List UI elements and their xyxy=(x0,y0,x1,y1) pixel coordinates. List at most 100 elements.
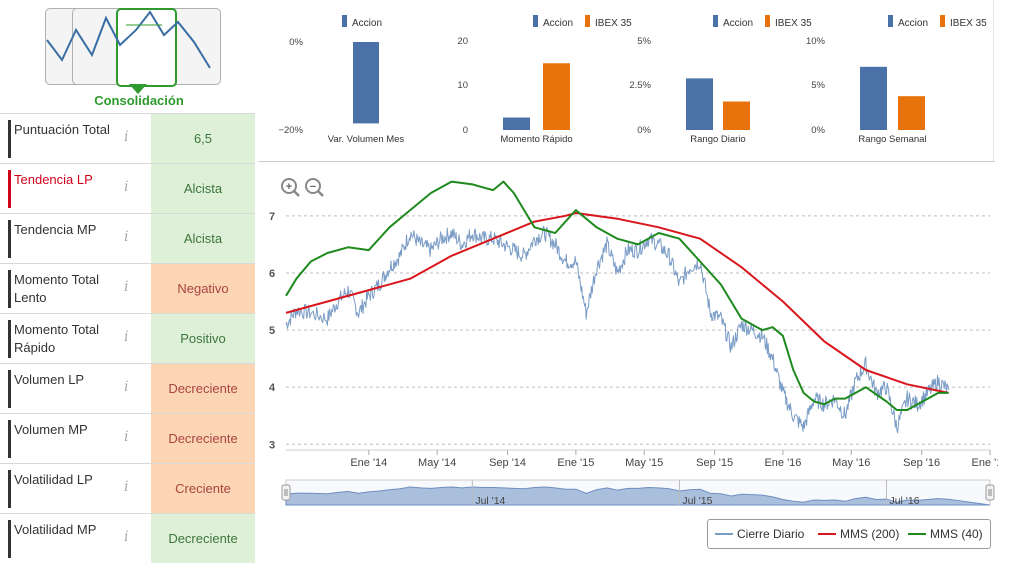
pattern-label: Consolidación xyxy=(94,93,184,108)
pattern-selector: Consolidación xyxy=(0,0,255,112)
info-icon[interactable]: i xyxy=(124,479,129,495)
y-tick-label: 0% xyxy=(289,37,303,48)
y-tick-label: 0% xyxy=(637,125,651,136)
mini-chart-2: Accion IBEX 35 20 10 0 Momento Rápido xyxy=(457,15,632,145)
metric-label: Momento Total Lento xyxy=(14,272,100,305)
navigator-handle-box xyxy=(985,484,995,501)
zoom-out-button[interactable]: − xyxy=(305,178,324,197)
info-icon[interactable]: i xyxy=(124,379,129,395)
metric-value: Decreciente xyxy=(151,414,255,463)
metric-row: Tendencia LP i Alcista xyxy=(0,163,255,213)
bar[interactable] xyxy=(353,42,379,124)
navigator-label: Jul '16 xyxy=(889,495,919,507)
zoom-out-glyph: − xyxy=(310,181,316,193)
y-tick-label: 3 xyxy=(269,439,275,451)
metric-marker xyxy=(8,520,11,558)
info-icon[interactable]: i xyxy=(124,129,129,145)
x-tick-label: May '14 xyxy=(418,457,456,469)
metric-row: Volatilidad LP i Creciente xyxy=(0,463,255,513)
series-line[interactable] xyxy=(285,225,950,434)
metric-row: Puntuación Total i 6,5 xyxy=(0,113,255,163)
info-icon[interactable]: i xyxy=(124,429,129,445)
zoom-out-icon xyxy=(305,178,321,194)
pattern-line-icon xyxy=(46,10,211,94)
navigator-label: Jul '14 xyxy=(475,495,505,507)
bar[interactable] xyxy=(503,117,530,130)
info-icon[interactable]: i xyxy=(124,229,129,245)
mini-chart-title: Rango Diario xyxy=(690,134,745,145)
bar[interactable] xyxy=(723,101,750,130)
metric-marker xyxy=(8,170,11,208)
metric-value: Negativo xyxy=(151,264,255,313)
series-line[interactable] xyxy=(285,180,949,411)
legend-swatch xyxy=(713,15,718,27)
x-tick-label: May '15 xyxy=(625,457,663,469)
metric-label: Tendencia MP xyxy=(14,222,97,237)
bar[interactable] xyxy=(686,78,713,130)
metric-marker xyxy=(8,420,11,458)
metric-label: Volumen LP xyxy=(14,372,85,387)
legend-swatch xyxy=(585,15,590,27)
zoom-in-button[interactable]: + xyxy=(281,178,300,197)
navigator-handle[interactable] xyxy=(985,484,995,501)
zoom-out-handle xyxy=(317,190,324,197)
legend-item[interactable]: MMS (200) xyxy=(818,527,899,541)
metric-value: Positivo xyxy=(151,314,255,363)
info-icon[interactable]: i xyxy=(124,279,129,295)
pattern-option-selected[interactable] xyxy=(116,8,177,87)
legend-item[interactable]: MMS (40) xyxy=(908,527,983,541)
legend-swatch xyxy=(888,15,893,27)
metric-value: Decreciente xyxy=(151,514,255,563)
y-tick-label: 4 xyxy=(269,382,276,394)
metric-value: Decreciente xyxy=(151,364,255,413)
divider xyxy=(993,0,994,162)
metric-value: Alcista xyxy=(151,164,255,213)
mini-chart-4: Accion IBEX 35 10% 5% 0% Rango Semanal xyxy=(806,15,987,145)
legend-swatch xyxy=(342,15,347,27)
legend-label: Accion xyxy=(898,18,928,29)
metric-marker xyxy=(8,220,11,258)
y-tick-label: 20 xyxy=(457,36,468,47)
info-icon[interactable]: i xyxy=(124,179,129,195)
legend-label: Accion xyxy=(543,18,573,29)
bar[interactable] xyxy=(898,96,925,130)
price-chart[interactable]: + − 7 6 5 4 3 Ene '14 May '14 Sep '14 Ene '15 May '… xyxy=(258,165,1008,560)
x-tick-label: Ene '15 xyxy=(557,457,594,469)
navigator-handle[interactable] xyxy=(281,484,291,501)
series-line[interactable] xyxy=(285,212,949,394)
x-tick-label: Sep '15 xyxy=(696,457,733,469)
metric-label: Volumen MP xyxy=(14,422,88,437)
info-icon[interactable]: i xyxy=(124,329,129,345)
y-tick-label: 5% xyxy=(637,36,651,47)
legend-label: Accion xyxy=(723,18,753,29)
chart-legend: Cierre Diario MMS (200) MMS (40) xyxy=(707,519,991,549)
zoom-in-icon xyxy=(281,178,297,194)
navigator-handle-box xyxy=(281,484,291,501)
legend-item[interactable]: Cierre Diario xyxy=(715,527,805,541)
bar[interactable] xyxy=(543,63,570,130)
mini-chart-3: Accion IBEX 35 5% 2.5% 0% Rango Diario xyxy=(629,15,812,145)
zoom-in-handle xyxy=(293,190,300,197)
pattern-pointer-icon xyxy=(129,84,147,94)
legend-text: Cierre Diario xyxy=(737,527,805,541)
metric-marker xyxy=(8,470,11,508)
x-tick-label: Sep '14 xyxy=(489,457,526,469)
price-chart-svg: + − 7 6 5 4 3 Ene '14 May '14 Sep '14 Ene '15 May '… xyxy=(269,178,1008,507)
y-tick-label: 10 xyxy=(457,80,468,91)
bar[interactable] xyxy=(860,66,887,130)
info-icon[interactable]: i xyxy=(124,529,129,545)
legend-label: IBEX 35 xyxy=(950,18,987,29)
metric-label: Puntuación Total xyxy=(14,122,110,137)
legend-swatch xyxy=(533,15,538,27)
legend-label: IBEX 35 xyxy=(775,18,812,29)
metric-row: Volatilidad MP i Decreciente xyxy=(0,513,255,563)
legend-swatch xyxy=(940,15,945,27)
metric-row: Volumen LP i Decreciente xyxy=(0,363,255,413)
x-tick-label: May '16 xyxy=(832,457,870,469)
legend-swatch xyxy=(765,15,770,27)
navigator-label: Jul '15 xyxy=(682,495,712,507)
legend-label: IBEX 35 xyxy=(595,18,632,29)
metric-marker xyxy=(8,270,11,308)
y-tick-label: 0% xyxy=(811,125,825,136)
zoom-in-glyph: + xyxy=(286,181,292,193)
